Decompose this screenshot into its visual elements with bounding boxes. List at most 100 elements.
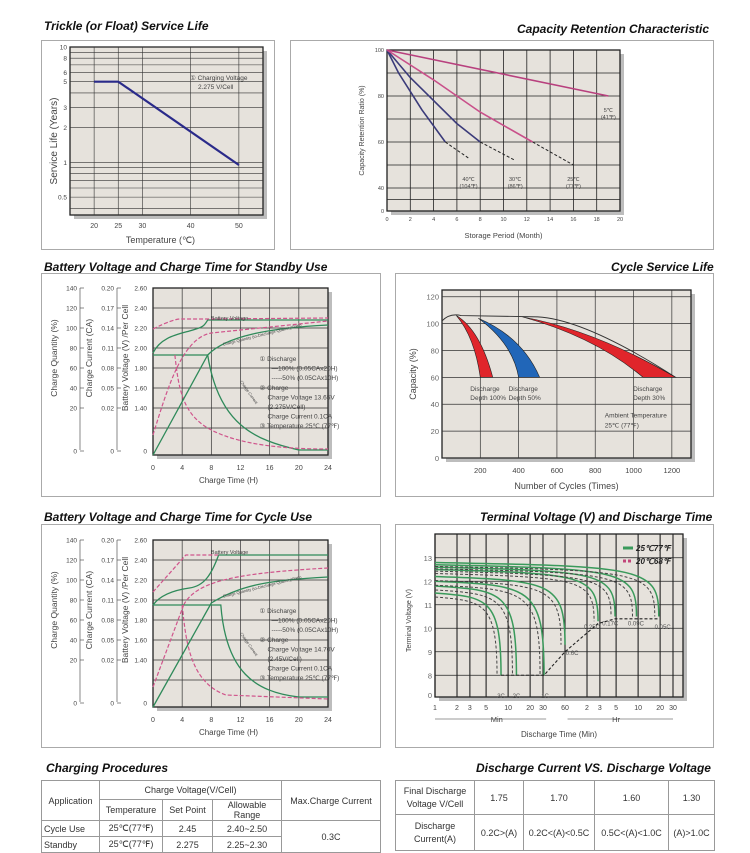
legend-note: Charge Current 0.1CA xyxy=(267,666,332,673)
min-label: Min xyxy=(491,715,503,724)
retention-dashed-extension xyxy=(532,141,574,166)
x-tick-label: 12 xyxy=(237,717,245,724)
x-tick-label: 0 xyxy=(385,217,388,223)
cell-current: 0.2C<(A)<0.5C xyxy=(523,814,595,851)
discharge-curve-20c xyxy=(434,565,656,617)
y-tick-label: 140 xyxy=(66,286,77,293)
y-tick-label: 1.40 xyxy=(134,658,147,665)
x-tick-label: 3 xyxy=(598,705,602,712)
battery-voltage-label: Battery Voltage xyxy=(211,316,248,322)
discharge-curve-25c xyxy=(434,568,599,622)
rate-label: 0.6C xyxy=(566,651,579,657)
table-row: Discharge Current(A) 0.2C>(A) 0.2C<(A)<0… xyxy=(395,814,715,851)
y-tick-label: 6 xyxy=(63,70,67,77)
battery-voltage-dashed xyxy=(152,317,329,330)
x-tick-label: 16 xyxy=(266,717,274,724)
charging-table: Application Charge Voltage(V/Cell) Max.C… xyxy=(41,780,381,853)
x-tick-label: 16 xyxy=(266,465,274,472)
y-tick-label: 0.08 xyxy=(101,366,114,373)
y-tick-label: 80 xyxy=(431,346,439,355)
y-axis-label: Charge Quantity (%) xyxy=(49,571,59,649)
cell-set: 2.45 xyxy=(162,820,213,837)
legend-note: ③ Temperature 25℃ (77℉) xyxy=(259,674,339,682)
x-tick-label: 600 xyxy=(551,466,564,475)
discharge-curve-20c xyxy=(434,573,595,622)
retention-series-line xyxy=(386,49,481,143)
x-tick-label: 20 xyxy=(90,223,98,230)
y-tick-label: 2.20 xyxy=(134,326,147,333)
y-axis-label: Battery Voltage (V) /Per Cell xyxy=(120,557,130,663)
legend-note: —100% (0.05CAx20H) xyxy=(271,618,337,625)
header-set-point: Set Point xyxy=(162,799,213,821)
retention-title: Capacity Retention Characteristic xyxy=(517,22,710,36)
y-tick-label: 1.60 xyxy=(134,638,147,645)
x-tick-label: 10 xyxy=(504,705,512,712)
x-tick-label: 20 xyxy=(295,717,303,724)
y-tick-label: 1.80 xyxy=(134,618,147,625)
y-tick-label: 100 xyxy=(66,578,77,585)
series-label: Depth 50% xyxy=(509,395,541,402)
cell-current: 0.5C<(A)<1.0C xyxy=(594,814,669,851)
rate-label: 0.09C xyxy=(628,621,645,627)
y-tick-label: 10 xyxy=(424,624,432,633)
y-tick-label: 40 xyxy=(378,186,384,192)
legend-label: 20℃68℉ xyxy=(635,557,672,566)
y-tick-label: 20 xyxy=(431,427,439,436)
y-tick-label: 0 xyxy=(110,449,114,456)
y-tick-label: 40 xyxy=(70,386,78,393)
y-tick-label: 0.11 xyxy=(102,598,115,605)
annotation-line: 25℃ (77℉) xyxy=(605,423,639,430)
y-tick-label: 2.60 xyxy=(134,286,147,293)
y-tick-label: 0.20 xyxy=(101,538,114,545)
min-label-bg xyxy=(546,714,567,724)
retention-series-line xyxy=(386,49,446,143)
y-tick-label: 2.40 xyxy=(134,558,147,565)
charge-quantity-dashed-upper xyxy=(183,567,329,606)
y-tick-label: 0.05 xyxy=(101,386,114,393)
charge-quantity-line xyxy=(152,324,329,456)
y-tick-label: 0.17 xyxy=(101,306,114,313)
discharge-curve-20c xyxy=(434,584,541,676)
y-tick-label: 60 xyxy=(70,366,78,373)
charge-quantity-dashed xyxy=(152,320,329,436)
y-tick-label: 100 xyxy=(375,48,384,54)
discharge-curve-20c xyxy=(434,596,498,676)
x-axis-label: Charge Time (H) xyxy=(199,476,258,485)
y-tick-label: 0.5 xyxy=(58,195,67,202)
series-label: 40℃ xyxy=(462,177,475,183)
y-tick-label: 0 xyxy=(73,701,77,708)
x-tick-label: 20 xyxy=(656,705,664,712)
standby-title: Battery Voltage and Charge Time for Stan… xyxy=(44,260,328,274)
x-tick-label: 2 xyxy=(455,705,459,712)
x-tick-label: 0 xyxy=(151,717,155,724)
y-tick-label: 0 xyxy=(110,701,114,708)
label-line: Voltage V/Cell xyxy=(406,798,464,809)
discharge-curve-25c xyxy=(434,561,660,617)
y-tick-label: 100 xyxy=(66,326,77,333)
label-line: Final Discharge xyxy=(403,785,467,796)
legend-note: Charge Voltage 13.65V xyxy=(267,394,335,401)
y-tick-label: 0.20 xyxy=(101,286,114,293)
x-tick-label: 30 xyxy=(539,705,547,712)
y-tick-label: 0.17 xyxy=(101,558,114,565)
y-tick-label: 0.02 xyxy=(101,406,114,413)
label-line: Discharge xyxy=(414,820,456,831)
legend-note: Charge Current 0.1CA xyxy=(267,414,332,421)
y-tick-label: 10 xyxy=(60,45,68,52)
x-tick-label: 50 xyxy=(235,223,243,230)
y-tick-label: 0.05 xyxy=(101,638,114,645)
rate-label: 1C xyxy=(541,694,549,700)
retention-series-line xyxy=(386,49,609,97)
y-tick-label: 1.60 xyxy=(134,386,147,393)
legend-note: ① Discharge xyxy=(259,607,296,615)
cycle-use-title: Battery Voltage and Charge Time for Cycl… xyxy=(44,510,313,524)
y-tick-label: 2 xyxy=(63,125,67,132)
y-tick-label: 11 xyxy=(424,601,432,610)
label-line: Current(A) xyxy=(413,833,456,844)
x-tick-label: 10 xyxy=(500,217,506,223)
battery-voltage-line xyxy=(152,554,328,606)
header-max-current: Max.Charge Current xyxy=(281,780,381,821)
header-range: Allowable Range xyxy=(212,799,282,821)
x-tick-label: 6 xyxy=(455,217,458,223)
